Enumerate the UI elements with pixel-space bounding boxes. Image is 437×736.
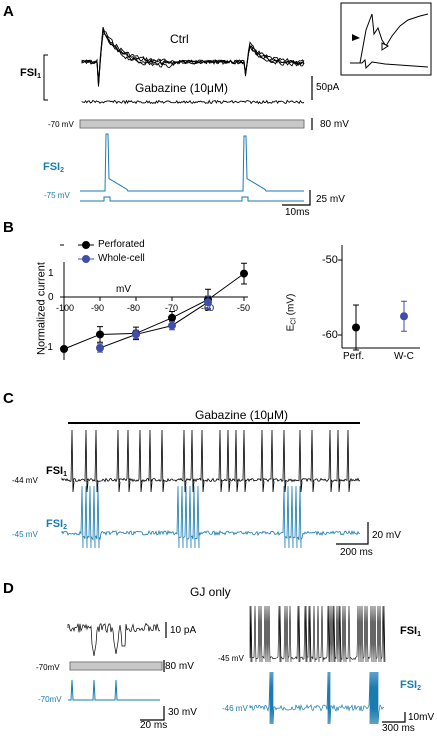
- fsi1-label-d: FSI1: [400, 625, 422, 639]
- data-point-whole-cell: [168, 321, 176, 330]
- ctrl-sweep: [81, 29, 305, 87]
- v2-label-c: -45 mV: [12, 530, 38, 539]
- hold-voltage-label-a2: -75 mV: [44, 191, 70, 200]
- fsi2-trace-d-right: [249, 671, 385, 725]
- scalebar-c: [336, 522, 369, 545]
- panel-d-traces: [67, 605, 386, 725]
- data-point-perforated: [60, 345, 68, 353]
- gabazine-label-a: Gabazine (10μM): [135, 81, 228, 95]
- fsi1-label-c: FSI1: [46, 465, 68, 479]
- time-scale-right-label-d: 300 ms: [382, 723, 415, 734]
- current-scale-label-a: 50pA: [316, 82, 340, 93]
- xtick-70: -70: [165, 303, 179, 313]
- step-scale-label-d: 80 mV: [165, 661, 194, 672]
- fsi2-trace-d-left: [68, 679, 160, 701]
- time-scale-label-d: 20 ms: [140, 720, 168, 731]
- fsi2-label-d: FSI2: [400, 679, 422, 693]
- ecl-point-wc: [400, 312, 408, 321]
- hold-voltage-label-d: -70mV: [36, 663, 60, 672]
- legend-marker-whole-cell: [82, 255, 90, 263]
- panel-label-a: A: [3, 3, 14, 20]
- legend-whole-cell: Whole-cell: [98, 253, 145, 264]
- ytick-1: 1: [48, 268, 54, 279]
- data-point-whole-cell: [204, 298, 212, 307]
- inset-trace-voltage: [350, 58, 429, 70]
- inset-trace-ipsc: [350, 13, 429, 64]
- gabazine-sweep-a: [81, 99, 305, 105]
- gabazine-label-c: Gabazine (10μM): [195, 408, 288, 422]
- ytick-neg1: -1: [44, 342, 53, 353]
- ctrl-sweep: [81, 26, 305, 85]
- voltage-scale-label-d: 30 mV: [168, 707, 197, 718]
- fsi2-spike-trace-a: [80, 133, 304, 192]
- voltage-time-scalebar-a: [282, 190, 311, 206]
- ecl-plot: [338, 245, 420, 351]
- ecl-x-perf: Perf.: [343, 351, 365, 362]
- xtick-90: -90: [91, 303, 105, 313]
- inset-arrowhead-filled: [352, 34, 360, 41]
- panel-label-d: D: [3, 580, 14, 597]
- fsi1-bracket: [43, 54, 48, 101]
- voltage-scale-right-label-d: 10mV: [408, 712, 435, 723]
- fsi1-trace-d-right: [249, 605, 386, 663]
- fsi2-trace-c: [61, 485, 361, 549]
- series-line-0: [63, 273, 245, 350]
- legend-perforated: Perforated: [98, 239, 145, 250]
- gj-only-title: GJ only: [190, 585, 231, 599]
- xtick-50: -50: [237, 303, 251, 313]
- hold-voltage-label-a1: -70 mV: [48, 120, 74, 129]
- voltage-scale-label-a: 25 mV: [316, 194, 345, 205]
- ctrl-label: Ctrl: [170, 32, 189, 46]
- data-point-perforated: [96, 330, 104, 339]
- ctrl-sweep: [81, 32, 305, 87]
- time-scale-label-c: 200 ms: [340, 547, 373, 558]
- v1-right-label-d: -45 mV: [218, 654, 244, 663]
- voltage-scale-label-c: 20 mV: [372, 530, 401, 541]
- step-scale-label-a: 80 mV: [320, 119, 349, 130]
- legend-marker-perforated: [82, 241, 90, 249]
- v1-label-c: -44 mV: [12, 476, 38, 485]
- fsi2-label-c: FSI2: [46, 518, 68, 532]
- fsi2-voltage-label-d: -70mV: [38, 695, 62, 704]
- v2-right-label-d: -46 mV: [222, 704, 248, 713]
- fsi2-label-a: FSI2: [43, 161, 65, 175]
- fsi1-label-a: FSI1: [20, 67, 42, 81]
- panel-label-b: B: [3, 219, 14, 236]
- scalebar-d-right: [382, 712, 406, 723]
- inset-arrowhead-open: [381, 42, 389, 51]
- panel-a-traces: [80, 26, 305, 202]
- xtick-100: -100: [56, 303, 75, 313]
- data-point-whole-cell: [132, 330, 140, 339]
- gj-current-trace: [67, 622, 161, 657]
- data-point-whole-cell: [96, 343, 104, 352]
- time-scale-label-a: 10ms: [285, 207, 310, 218]
- panel-c-traces: [61, 429, 361, 549]
- ecl-point-perf: [352, 323, 360, 332]
- fsi2-current-command-a: [80, 196, 304, 202]
- current-scale-label-d: 10 pA: [170, 625, 197, 636]
- scalebar-d-left: [140, 706, 165, 721]
- xtick-80: -80: [127, 303, 141, 313]
- ecl-tick-60: -60: [322, 329, 338, 341]
- fsi1-trace-c: [61, 429, 361, 493]
- ytick-0: 0: [48, 292, 54, 303]
- ecl-x-wc: W-C: [394, 351, 414, 362]
- iv-plot: [60, 241, 248, 360]
- ecl-tick-50: -50: [322, 254, 338, 266]
- x-axis-label-b: mV: [116, 284, 131, 295]
- data-point-perforated: [168, 313, 176, 322]
- inset-box: [340, 2, 432, 76]
- series-line-1: [99, 301, 209, 349]
- panel-label-c: C: [3, 390, 14, 407]
- data-point-perforated: [240, 269, 248, 278]
